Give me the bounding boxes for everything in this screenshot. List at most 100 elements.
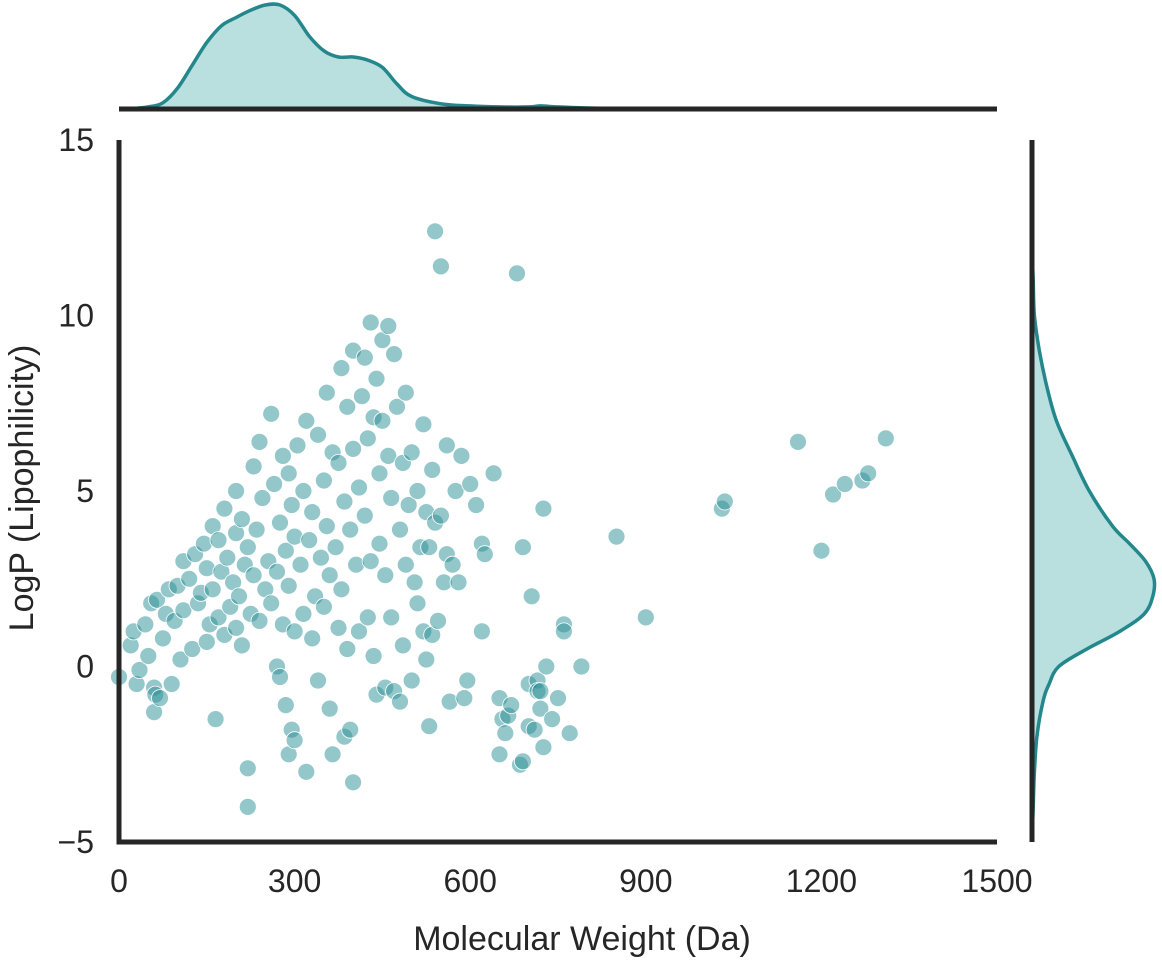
scatter-point xyxy=(297,411,316,430)
scatter-point xyxy=(358,429,377,448)
scatter-point xyxy=(496,724,515,743)
scatter-point xyxy=(555,622,573,641)
scatter-point xyxy=(317,383,336,402)
scatter-point xyxy=(250,432,269,451)
scatter-point xyxy=(350,622,368,641)
scatter-point xyxy=(279,576,298,595)
scatter-point xyxy=(341,720,360,739)
scatter-point xyxy=(461,475,480,493)
scatter-point xyxy=(531,682,550,700)
scatter-point xyxy=(215,499,234,518)
scatter-point xyxy=(332,359,351,378)
scatter-point xyxy=(379,446,398,465)
scatter-point xyxy=(370,464,389,483)
scatter-point xyxy=(440,692,459,711)
scatter-point xyxy=(431,506,450,525)
scatter-point xyxy=(508,264,526,283)
scatter-point xyxy=(396,555,415,574)
scatter-point xyxy=(388,397,406,416)
y-tick-label: 10 xyxy=(58,298,94,334)
scatter-point xyxy=(303,503,322,521)
scatter-point xyxy=(490,745,509,764)
scatter-point xyxy=(314,597,333,616)
scatter-point xyxy=(291,555,310,574)
scatter-point xyxy=(197,559,216,578)
scatter-point xyxy=(408,482,427,500)
scatter-point xyxy=(414,415,433,434)
scatter-point xyxy=(449,573,468,592)
scatter-point xyxy=(303,629,322,648)
scatter-point xyxy=(341,520,360,539)
scatter-point xyxy=(514,538,532,557)
scatter-point xyxy=(455,689,474,707)
x-tick-label: 600 xyxy=(444,863,497,899)
scatter-point xyxy=(467,496,486,514)
scatter-point xyxy=(197,633,216,651)
scatter-point xyxy=(139,647,158,665)
scatter-point xyxy=(209,608,228,627)
x-axis-label: Molecular Weight (Da) xyxy=(413,920,751,958)
scatter-point xyxy=(314,471,333,490)
x-tick-label: 1200 xyxy=(786,863,857,899)
scatter-point xyxy=(417,650,436,669)
scatter-point xyxy=(452,446,471,465)
scatter-point xyxy=(420,717,439,736)
scatter-point xyxy=(361,313,380,332)
y-tick-label: −5 xyxy=(58,824,94,860)
scatter-point xyxy=(361,552,380,571)
scatter-point xyxy=(317,517,336,535)
scatter-point xyxy=(824,485,842,504)
scatter-point xyxy=(174,601,193,620)
scatter-point xyxy=(279,464,298,483)
scatter-point xyxy=(227,482,246,500)
scatter-point xyxy=(399,496,418,514)
scatter-point xyxy=(335,492,354,511)
scatter-point xyxy=(244,457,263,476)
scatter-point xyxy=(320,699,339,718)
top-marginal-kde xyxy=(118,2,997,112)
scatter-point xyxy=(835,475,854,493)
scatter-point xyxy=(227,619,246,637)
scatter-point xyxy=(326,538,345,557)
scatter-point xyxy=(262,594,281,613)
scatter-point xyxy=(285,527,304,546)
scatter-point xyxy=(230,587,248,606)
scatter-point xyxy=(320,566,339,585)
scatter-point xyxy=(183,640,202,658)
scatter-point xyxy=(232,510,251,528)
y-tick-label: 15 xyxy=(58,122,94,158)
scatter-point xyxy=(370,534,389,553)
scatter-point xyxy=(423,460,442,479)
scatter-point xyxy=(391,520,409,539)
scatter-point xyxy=(431,257,450,276)
scatter-point xyxy=(311,548,330,567)
scatter-point xyxy=(484,464,503,483)
scatter-point xyxy=(715,492,734,511)
scatter-point xyxy=(238,798,257,816)
y-axis-label: LogP (Lipophilicity) xyxy=(3,345,41,632)
scatter-point xyxy=(297,762,316,781)
scatter-point xyxy=(393,636,412,655)
scatter-point xyxy=(276,541,295,560)
scatter-point xyxy=(859,464,878,483)
scatter-point xyxy=(153,629,172,648)
scatter-point xyxy=(364,647,383,665)
scatter-point xyxy=(382,489,401,507)
scatter-point xyxy=(534,738,553,757)
scatter-point xyxy=(171,650,190,669)
scatter-point xyxy=(408,594,427,613)
scatter-point xyxy=(253,489,272,507)
scatter-point xyxy=(285,731,304,750)
scatter-point xyxy=(437,436,456,455)
scatter-point xyxy=(329,453,348,472)
scatter-point xyxy=(358,608,377,627)
scatter-point xyxy=(534,499,553,518)
scatter-point xyxy=(355,348,374,367)
scatter-point xyxy=(376,566,395,585)
scatter-point xyxy=(572,657,591,676)
scatter-point xyxy=(522,587,541,606)
scatter-point xyxy=(276,696,295,714)
scatter-point xyxy=(531,699,550,718)
